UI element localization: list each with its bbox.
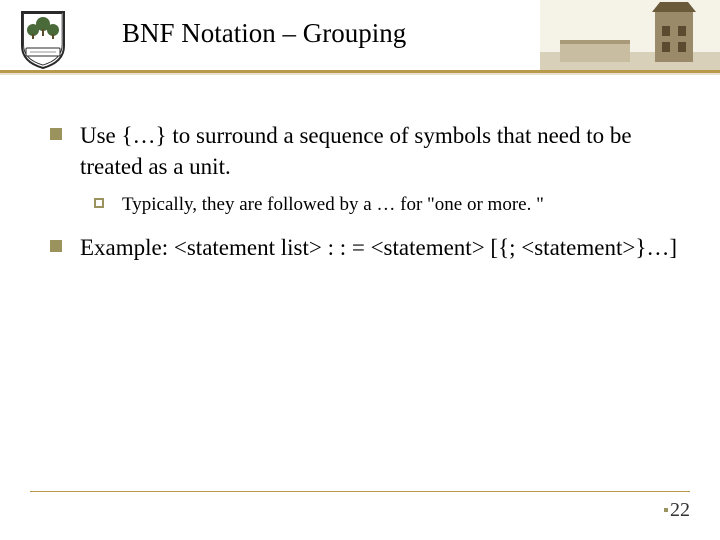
university-crest-logo bbox=[18, 8, 68, 70]
bullet-text: Use {…} to surround a sequence of symbol… bbox=[80, 120, 680, 182]
square-bullet-icon bbox=[50, 128, 62, 140]
sub-bullet-item: Typically, they are followed by a … for … bbox=[94, 192, 680, 218]
bullet-text: Example: <statement list> : : = <stateme… bbox=[80, 232, 677, 263]
page-number: 22 bbox=[664, 499, 690, 522]
hollow-bullet-icon bbox=[94, 198, 104, 208]
page-dot-icon bbox=[664, 508, 668, 512]
page-number-value: 22 bbox=[670, 499, 690, 521]
header-building-decoration bbox=[540, 0, 720, 70]
slide-header: BNF Notation – Grouping bbox=[0, 0, 720, 78]
slide-body: Use {…} to surround a sequence of symbol… bbox=[50, 120, 680, 273]
slide-title: BNF Notation – Grouping bbox=[122, 18, 406, 49]
footer-rule bbox=[30, 491, 690, 492]
square-bullet-icon bbox=[50, 240, 62, 252]
bullet-item: Example: <statement list> : : = <stateme… bbox=[50, 232, 680, 263]
sub-bullet-text: Typically, they are followed by a … for … bbox=[122, 192, 544, 218]
header-rule-shadow bbox=[0, 73, 720, 75]
bullet-item: Use {…} to surround a sequence of symbol… bbox=[50, 120, 680, 182]
